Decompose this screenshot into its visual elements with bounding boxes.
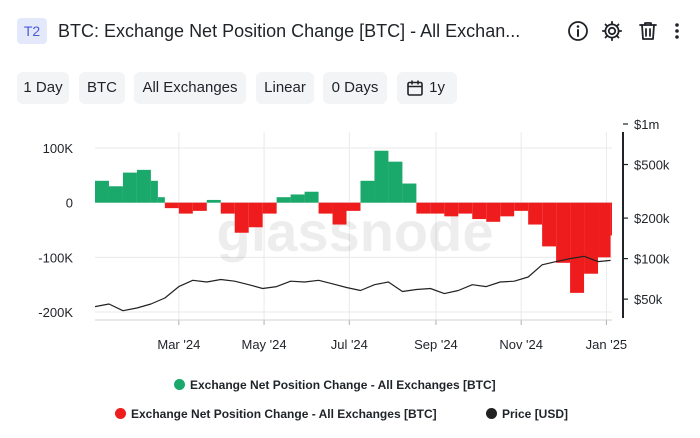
legend-dot (486, 408, 497, 419)
bar-negative (458, 202, 473, 214)
chart-header: T2 BTC: Exchange Net Position Change [BT… (0, 0, 700, 62)
x-tick-label: May '24 (242, 337, 287, 352)
bar-negative (610, 202, 612, 236)
exchange-button[interactable]: All Exchanges (134, 72, 246, 104)
chart-title: BTC: Exchange Net Position Change [BTC] … (58, 21, 521, 41)
x-axis: Mar '24 May '24 Jul '24 Sep '24 Nov '24 Jan '… (95, 319, 628, 352)
asset-button[interactable]: BTC (79, 72, 125, 104)
range-label: 1y (429, 79, 445, 96)
bar-negative (584, 202, 599, 274)
bar-positive (402, 183, 417, 203)
bar-positive (388, 161, 403, 203)
bar-series (95, 150, 612, 293)
y-right-tick-label: $50k (634, 292, 663, 307)
chart-toolbar: 1 Day BTC All Exchanges Linear 0 Days 1y (0, 70, 700, 106)
bar-negative (430, 202, 445, 214)
bar-negative (570, 202, 585, 293)
bar-positive (136, 169, 151, 203)
bar-negative (234, 202, 249, 233)
bar-negative (528, 202, 543, 225)
bar-negative (318, 202, 333, 214)
bar-positive (108, 186, 123, 203)
price-line (94, 255, 611, 312)
bar-positive (150, 180, 158, 203)
bar-negative (192, 202, 207, 211)
bar-negative (444, 202, 459, 217)
bar-positive (360, 180, 375, 203)
bar-negative (248, 202, 263, 228)
bar-negative (598, 202, 611, 258)
bar-negative (514, 202, 529, 211)
bar-positive (157, 197, 165, 203)
bar-positive (276, 197, 291, 203)
y-left-tick-label: 100K (43, 141, 74, 156)
price-series (94, 255, 611, 312)
info-icon[interactable] (566, 19, 590, 43)
scale-button[interactable]: Linear (256, 72, 314, 104)
tier-badge: T2 (17, 18, 47, 44)
x-tick-label: Nov '24 (499, 337, 543, 352)
bar-negative (164, 202, 179, 209)
calendar-icon (407, 80, 423, 96)
legend-dot (174, 379, 185, 390)
x-tick-label: Jan '25 (586, 337, 628, 352)
bar-negative (178, 202, 193, 214)
y-left-tick-label: 0 (66, 196, 73, 211)
legend-dot (115, 408, 126, 419)
bar-positive (122, 172, 137, 203)
smoothing-button[interactable]: 0 Days (323, 72, 387, 104)
bar-negative (220, 202, 235, 214)
bar-negative (262, 202, 277, 214)
y-right-tick-label: $100k (634, 252, 670, 267)
bar-negative (542, 202, 557, 247)
right-axis: $1m $500k $200k $100k $50k (623, 117, 670, 307)
y-left-tick-label: -100K (38, 250, 73, 265)
bar-negative (416, 202, 431, 214)
resolution-button[interactable]: 1 Day (17, 72, 69, 104)
x-tick-label: Mar '24 (157, 337, 200, 352)
bar-positive (304, 191, 319, 203)
y-right-tick-label: $200k (634, 211, 670, 226)
range-button[interactable]: 1y (397, 72, 457, 104)
left-axis: 100K 0 -100K -200K (38, 141, 73, 320)
bar-negative (486, 202, 501, 222)
grid-lines (95, 132, 612, 320)
more-vertical-icon[interactable] (670, 19, 684, 43)
bar-positive (290, 194, 305, 203)
bar-negative (346, 202, 361, 211)
x-tick-label: Jul '24 (331, 337, 368, 352)
bar-positive (374, 150, 389, 203)
y-right-tick-label: $1m (634, 117, 659, 132)
bar-negative (472, 202, 487, 220)
y-right-tick-label: $500k (634, 158, 670, 173)
bar-positive (95, 180, 109, 203)
trash-icon[interactable] (636, 19, 660, 43)
bar-negative (500, 202, 515, 217)
bar-positive (206, 199, 221, 203)
bar-negative (332, 202, 347, 225)
x-tick-label: Sep '24 (414, 337, 458, 352)
legend: Exchange Net Position Change - All Excha… (0, 370, 700, 430)
y-left-tick-label: -200K (38, 305, 73, 320)
gear-icon[interactable] (600, 19, 624, 43)
bar-negative (556, 202, 571, 263)
